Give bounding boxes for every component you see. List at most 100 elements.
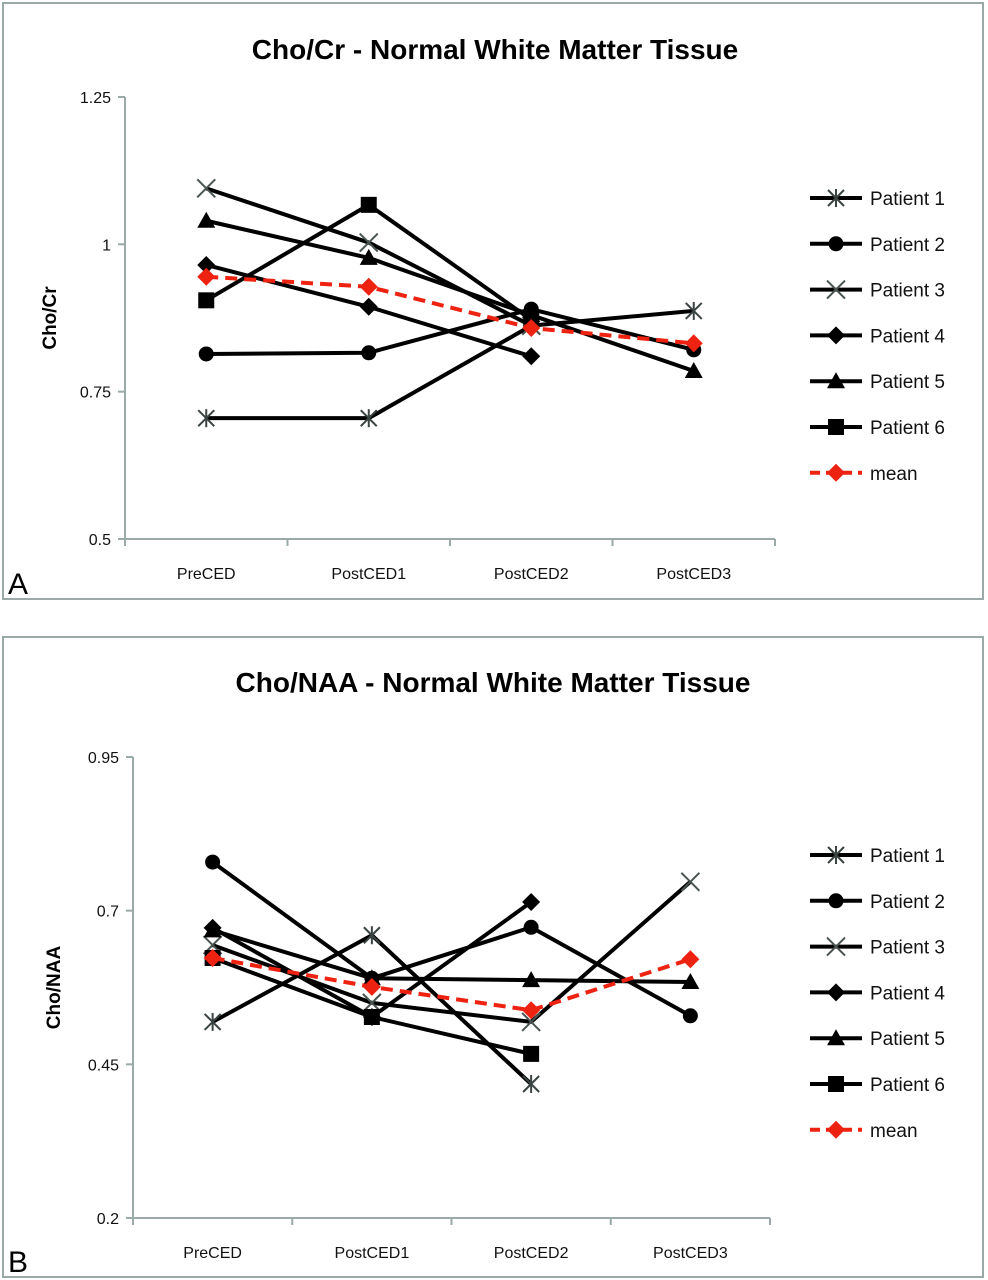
series-patient-4 — [197, 255, 541, 366]
legend-marker-icon — [827, 463, 845, 482]
legend: Patient 1 Patient 2 Patient 3 Patient 4 Pati… — [810, 189, 945, 485]
data-point-marker — [685, 301, 703, 320]
legend-marker-icon — [827, 1120, 845, 1139]
legend-label: Patient 1 — [870, 846, 945, 867]
data-point-marker — [681, 950, 700, 969]
legend-item: Patient 6 — [810, 418, 945, 439]
series-patient-2 — [205, 854, 698, 1024]
marker-stroke — [521, 1012, 541, 1032]
legend-label: Patient 1 — [870, 189, 945, 210]
series-line — [205, 218, 695, 373]
legend-item: Patient 4 — [810, 983, 945, 1004]
x-tick-label: PostCED2 — [494, 1245, 569, 1262]
chart-b-svg: Cho/NAA - Normal White Matter Tissue0.20… — [8, 667, 945, 1276]
legend-label: Patient 2 — [870, 235, 945, 256]
data-point-marker — [681, 972, 700, 989]
legend-item: Patient 3 — [810, 279, 945, 302]
data-point-marker — [362, 993, 382, 1013]
data-point-marker — [359, 232, 379, 253]
y-axis-label: Cho/NAA — [44, 946, 65, 1030]
series-patient-6 — [198, 196, 540, 328]
data-point-marker — [197, 211, 216, 228]
series-line — [212, 928, 691, 984]
marker-stroke — [362, 993, 382, 1013]
y-tick-label: 0.75 — [80, 385, 111, 402]
legend-marker-icon — [827, 326, 845, 345]
data-point-marker — [363, 1009, 380, 1026]
legend-label: Patient 4 — [870, 983, 945, 1004]
legend-label: Patient 3 — [870, 938, 945, 959]
legend-item: Patient 1 — [810, 846, 945, 867]
data-point-marker — [197, 267, 216, 286]
data-point-marker — [359, 277, 378, 296]
marker-stroke — [196, 178, 216, 199]
legend-label: mean — [870, 464, 918, 485]
x-tick-label: PostCED3 — [653, 1245, 728, 1262]
series-patient-1 — [197, 301, 703, 428]
legend-marker-icon — [827, 189, 845, 207]
axes: 0.2 0.45 0.7 0.95 PreCED PostCED1 PostCED2 Post… — [88, 750, 771, 1262]
legend-label: Patient 6 — [870, 1075, 945, 1096]
data-point-marker — [198, 346, 214, 362]
chart-panel-a: Cho/Cr - Normal White Matter Tissue 0.5 0.… — [2, 2, 984, 600]
legend-item: Patient 2 — [810, 892, 945, 913]
legend-item: Patient 1 — [810, 189, 945, 210]
data-point-marker — [205, 854, 221, 870]
x-tick-label: PostCED2 — [494, 566, 569, 583]
data-point-marker — [359, 248, 378, 265]
legend-marker-icon — [826, 279, 846, 300]
legend-marker-icon — [827, 1029, 845, 1046]
data-point-marker — [522, 1001, 541, 1020]
legend-label: Patient 6 — [870, 418, 945, 439]
legend-marker-icon — [828, 419, 844, 435]
legend-marker-icon — [828, 236, 844, 252]
data-point-marker — [359, 297, 378, 316]
data-point-marker — [360, 409, 378, 428]
series-mean — [197, 267, 703, 353]
legend-label: Patient 2 — [870, 892, 945, 913]
y-tick-label: 1 — [102, 237, 111, 254]
y-tick-label: 1.25 — [80, 90, 111, 107]
marker-stroke — [826, 279, 846, 300]
data-point-marker — [203, 1012, 222, 1031]
data-point-marker — [682, 1008, 698, 1024]
legend-label: mean — [870, 1121, 918, 1142]
y-tick-label: 0.5 — [89, 532, 111, 549]
legend-marker-icon — [826, 936, 846, 957]
x-tick-label: PostCED1 — [335, 1245, 410, 1262]
data-point-marker — [522, 893, 541, 912]
chart-title: Cho/NAA - Normal White Matter Tissue — [236, 667, 751, 698]
data-point-marker — [361, 345, 377, 361]
data-point-marker — [363, 926, 381, 945]
data-point-marker — [522, 1075, 540, 1094]
marker-stroke — [680, 872, 701, 892]
legend-item: Patient 5 — [810, 372, 945, 393]
legend-item: Patient 6 — [810, 1075, 945, 1096]
x-tick-label: PostCED3 — [656, 566, 731, 583]
legend-marker-icon — [828, 893, 844, 909]
legend-marker-icon — [827, 846, 845, 864]
legend-item: Patient 3 — [810, 936, 945, 959]
data-point-marker — [522, 347, 541, 366]
legend-item: Patient 5 — [810, 1029, 945, 1050]
legend-label: Patient 5 — [870, 372, 945, 393]
series-line — [206, 274, 694, 346]
legend-label: Patient 5 — [870, 1029, 945, 1050]
series-line — [211, 860, 692, 1018]
legend: Patient 1 Patient 2 Patient 3 Patient 4 Pati… — [810, 846, 945, 1142]
legend-item: Patient 2 — [810, 235, 945, 256]
y-tick-label: 0.7 — [97, 904, 119, 921]
legend-marker-icon — [827, 372, 845, 389]
legend-label: Patient 4 — [870, 326, 945, 347]
panel-letter: B — [8, 1246, 28, 1276]
data-point-marker — [521, 1012, 541, 1032]
data-point-marker — [523, 919, 539, 935]
data-point-marker — [684, 362, 703, 379]
y-axis-label: Cho/Cr — [40, 286, 61, 350]
data-point-marker — [196, 178, 216, 199]
chart-title: Cho/Cr - Normal White Matter Tissue — [252, 34, 738, 65]
chart-a-svg: Cho/Cr - Normal White Matter Tissue 0.5 0.… — [8, 34, 945, 598]
data-point-marker — [680, 872, 701, 892]
series-patient-5 — [203, 921, 700, 989]
data-point-marker — [362, 977, 381, 996]
